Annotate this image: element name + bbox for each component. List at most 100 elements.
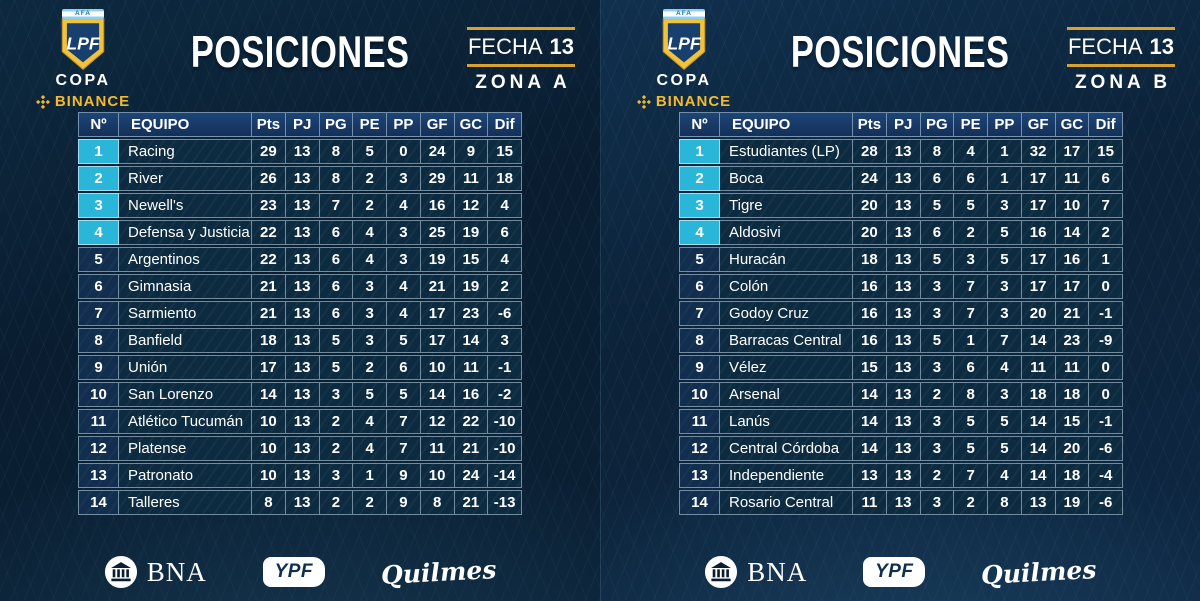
team-cell: Racing [119,139,252,164]
stat-cell: 16 [454,382,489,407]
stat-cell: 13 [285,355,320,380]
afa-banner: AFA [62,9,104,19]
table-row: 12 Central Córdoba 14 13 3 5 5 14 20 -6 [679,436,1123,461]
team-cell: Independiente [720,463,853,488]
column-header-pts: Pts [853,112,887,137]
stat-cell: 21 [454,490,489,515]
team-cell: Defensa y Justicia [119,220,252,245]
afa-label: AFA [676,10,692,17]
stat-cell: 4 [353,247,387,272]
stat-cell: 4 [988,463,1022,488]
position-cell: 10 [679,382,720,407]
stat-cell: 1 [988,139,1022,164]
stat-cell: 1 [1089,247,1123,272]
lpf-copa-binance-brand: AFA LPF COPA BINANCE [625,9,743,110]
ypf-logo: YPF [863,557,926,587]
stat-cell: 1 [988,166,1022,191]
stat-cell: 13 [285,247,320,272]
team-cell: Barracas Central [720,328,853,353]
stat-cell: 14 [420,382,455,407]
stat-cell: 7 [954,301,988,326]
stat-cell: 3 [353,328,387,353]
stat-cell: 2 [353,355,387,380]
stat-cell: 4 [353,220,387,245]
stat-cell: 5 [988,247,1022,272]
stat-cell: -13 [488,490,522,515]
stat-cell: 13 [285,166,320,191]
stat-cell: 17 [252,355,286,380]
stat-cell: 15 [1055,409,1090,434]
stat-cell: 11 [454,355,489,380]
zone-b-panel: AFA LPF COPA BINANCE POSICIONES FECHA 13 [600,0,1200,601]
stat-cell: 14 [1021,436,1056,461]
stat-cell: 6 [1089,166,1123,191]
stat-cell: 14 [252,382,286,407]
column-header-pg: PG [319,112,354,137]
position-cell: 8 [679,328,720,353]
zona-label: ZONA A [475,72,571,93]
binance-label: BINANCE [54,93,131,110]
stat-cell: 13 [285,274,320,299]
team-cell: Talleres [119,490,252,515]
table-row: 5 Huracán 18 13 5 3 5 17 16 1 [679,247,1123,272]
position-cell: 4 [679,220,720,245]
stat-cell: 8 [420,490,455,515]
stat-cell: 3 [319,382,354,407]
position-cell: 3 [78,193,119,218]
stat-cell: -1 [1089,409,1123,434]
stat-cell: 4 [353,409,387,434]
table-row: 1 Racing 29 13 8 5 0 24 9 15 [78,139,522,164]
column-header-team: EQUIPO [720,112,853,137]
stat-cell: 21 [420,274,455,299]
stat-cell: 23 [1055,328,1090,353]
stat-cell: 24 [454,463,489,488]
stat-cell: 3 [353,301,387,326]
team-cell: Boca [720,166,853,191]
copa-label: COPA [656,72,712,89]
stat-cell: 4 [488,193,522,218]
stat-cell: 15 [1089,139,1123,164]
fecha-row: FECHA 13 [1067,30,1175,64]
stat-cell: 10 [420,463,455,488]
stat-cell: 21 [252,301,286,326]
stat-cell: 3 [920,274,955,299]
stat-cell: 5 [353,382,387,407]
stat-cell: 14 [853,409,887,434]
stat-cell: 17 [1055,274,1090,299]
stat-cell: 21 [252,274,286,299]
stat-cell: 5 [920,193,955,218]
team-cell: Atlético Tucumán [119,409,252,434]
stat-cell: 2 [954,220,988,245]
stat-cell: 13 [886,247,921,272]
stat-cell: 5 [920,328,955,353]
gold-divider [1067,27,1175,30]
stat-cell: 19 [454,220,489,245]
position-cell: 4 [78,220,119,245]
stat-cell: 6 [488,220,522,245]
stat-cell: 8 [988,490,1022,515]
stat-cell: 23 [454,301,489,326]
stat-cell: 13 [886,139,921,164]
stat-cell: 18 [1055,382,1090,407]
ypf-logo: YPF [262,557,325,587]
table-row: 7 Godoy Cruz 16 13 3 7 3 20 21 -1 [679,301,1123,326]
position-cell: 6 [679,274,720,299]
stat-cell: 3 [920,355,955,380]
stat-cell: 5 [988,436,1022,461]
stat-cell: 3 [488,328,522,353]
gold-divider [467,64,575,67]
stat-cell: 7 [387,436,421,461]
team-cell: Patronato [119,463,252,488]
stat-cell: 13 [285,436,320,461]
stat-cell: 4 [954,139,988,164]
lpf-copa-binance-brand: AFA LPF COPA BINANCE [24,9,142,110]
stat-cell: -10 [488,436,522,461]
stat-cell: 3 [920,436,955,461]
stat-cell: -4 [1089,463,1123,488]
stat-cell: 5 [353,139,387,164]
bank-icon [104,555,137,589]
position-cell: 14 [78,490,119,515]
standings-table-zone-b: Nº EQUIPO Pts PJ PG PE PP GF GC Dif 1 Est… [679,110,1123,517]
stat-cell: 18 [1021,382,1056,407]
